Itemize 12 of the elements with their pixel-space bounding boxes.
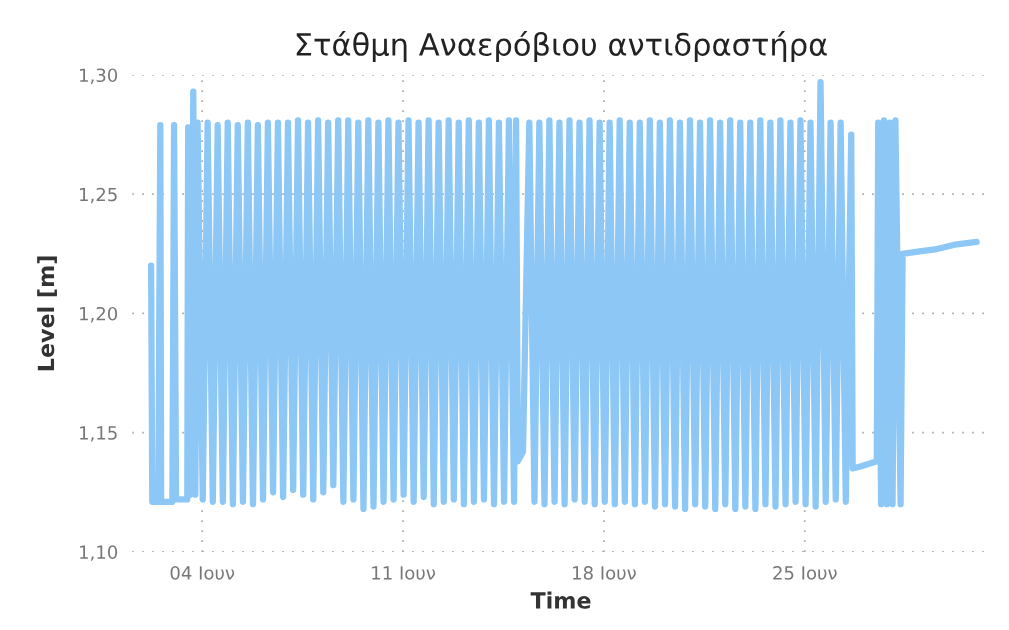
x-tick-label: 25 Ιουν xyxy=(773,566,837,580)
chart-title: Στάθμη Αναερόβιου αντιδραστήρα xyxy=(296,31,827,62)
x-tick-label: 04 Ιουν xyxy=(170,566,235,580)
x-tick-label: 11 Ιουν xyxy=(372,566,436,580)
y-tick-label: 1,25 xyxy=(80,187,117,204)
x-tick-label: 18 Ιουν xyxy=(573,566,636,580)
y-axis-title: Level [m] xyxy=(37,256,57,371)
y-tick-label: 1,30 xyxy=(80,68,118,84)
y-tick-label: 1,10 xyxy=(80,545,118,561)
x-axis-title: Time xyxy=(530,591,591,609)
y-tick-label: 1,15 xyxy=(80,426,117,442)
y-tick-label: 1,20 xyxy=(80,306,118,323)
